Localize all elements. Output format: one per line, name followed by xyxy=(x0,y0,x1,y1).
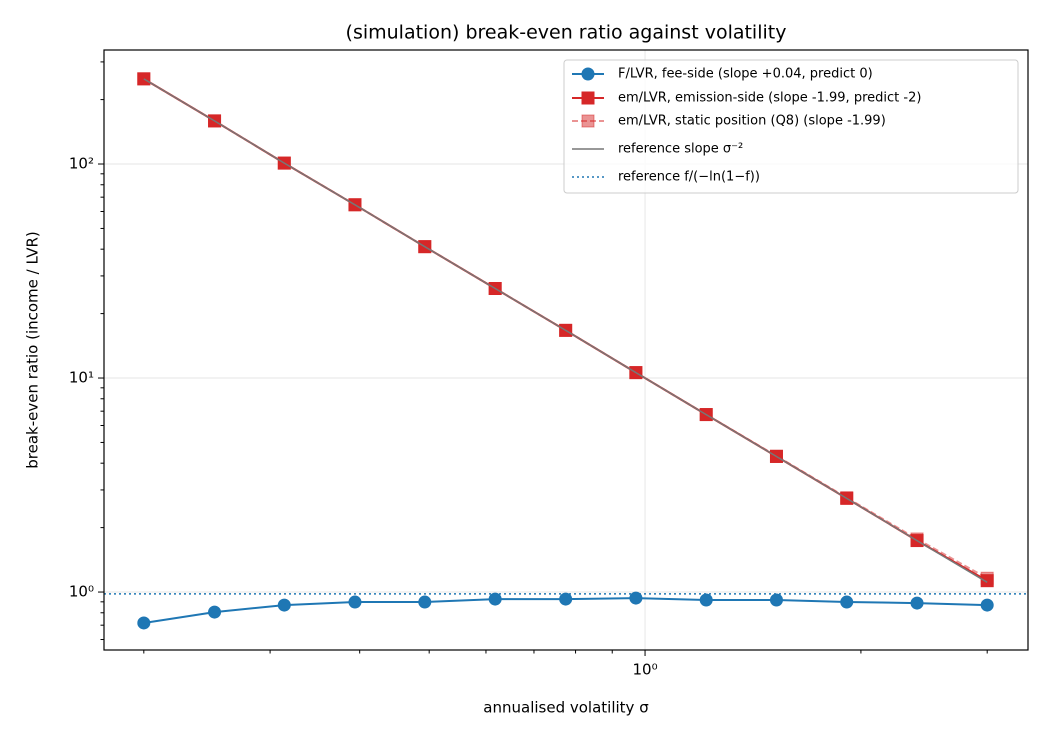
point xyxy=(418,595,432,609)
y-tick-label: 10² xyxy=(69,155,94,173)
point xyxy=(629,591,643,605)
point xyxy=(980,598,994,612)
point xyxy=(488,592,502,606)
legend-marker xyxy=(581,114,595,128)
legend-box xyxy=(563,59,1019,194)
point xyxy=(769,593,783,607)
chart-title: (simulation) break-even ratio against vo… xyxy=(346,22,787,44)
x-tick-label: 10⁰ xyxy=(632,661,657,679)
legend-label: em/LVR, emission-side (slope -1.99, pred… xyxy=(618,91,921,106)
point xyxy=(277,598,291,612)
y-tick-label: 10⁰ xyxy=(69,583,94,601)
point xyxy=(137,72,151,86)
y-axis-label: break-even ratio (income / LVR) xyxy=(24,231,42,468)
legend-label: F/LVR, fee-side (slope +0.04, predict 0) xyxy=(618,67,873,82)
point xyxy=(840,595,854,609)
plot-frame xyxy=(103,49,1029,651)
legend-label: reference slope σ⁻² xyxy=(618,142,743,157)
legend-label: em/LVR, static position (Q8) (slope -1.9… xyxy=(618,114,886,129)
x-axis-label: annualised volatility σ xyxy=(483,699,649,717)
y-tick-label: 10¹ xyxy=(69,369,94,387)
point xyxy=(208,605,222,619)
point xyxy=(137,616,151,630)
point xyxy=(980,571,994,585)
point xyxy=(699,593,713,607)
point xyxy=(348,595,362,609)
legend-marker xyxy=(581,91,595,105)
legend-label: reference f/(−ln(1−f)) xyxy=(618,170,760,185)
legend-marker xyxy=(581,67,595,81)
point xyxy=(910,596,924,610)
series-line xyxy=(143,78,988,583)
point xyxy=(559,592,573,606)
